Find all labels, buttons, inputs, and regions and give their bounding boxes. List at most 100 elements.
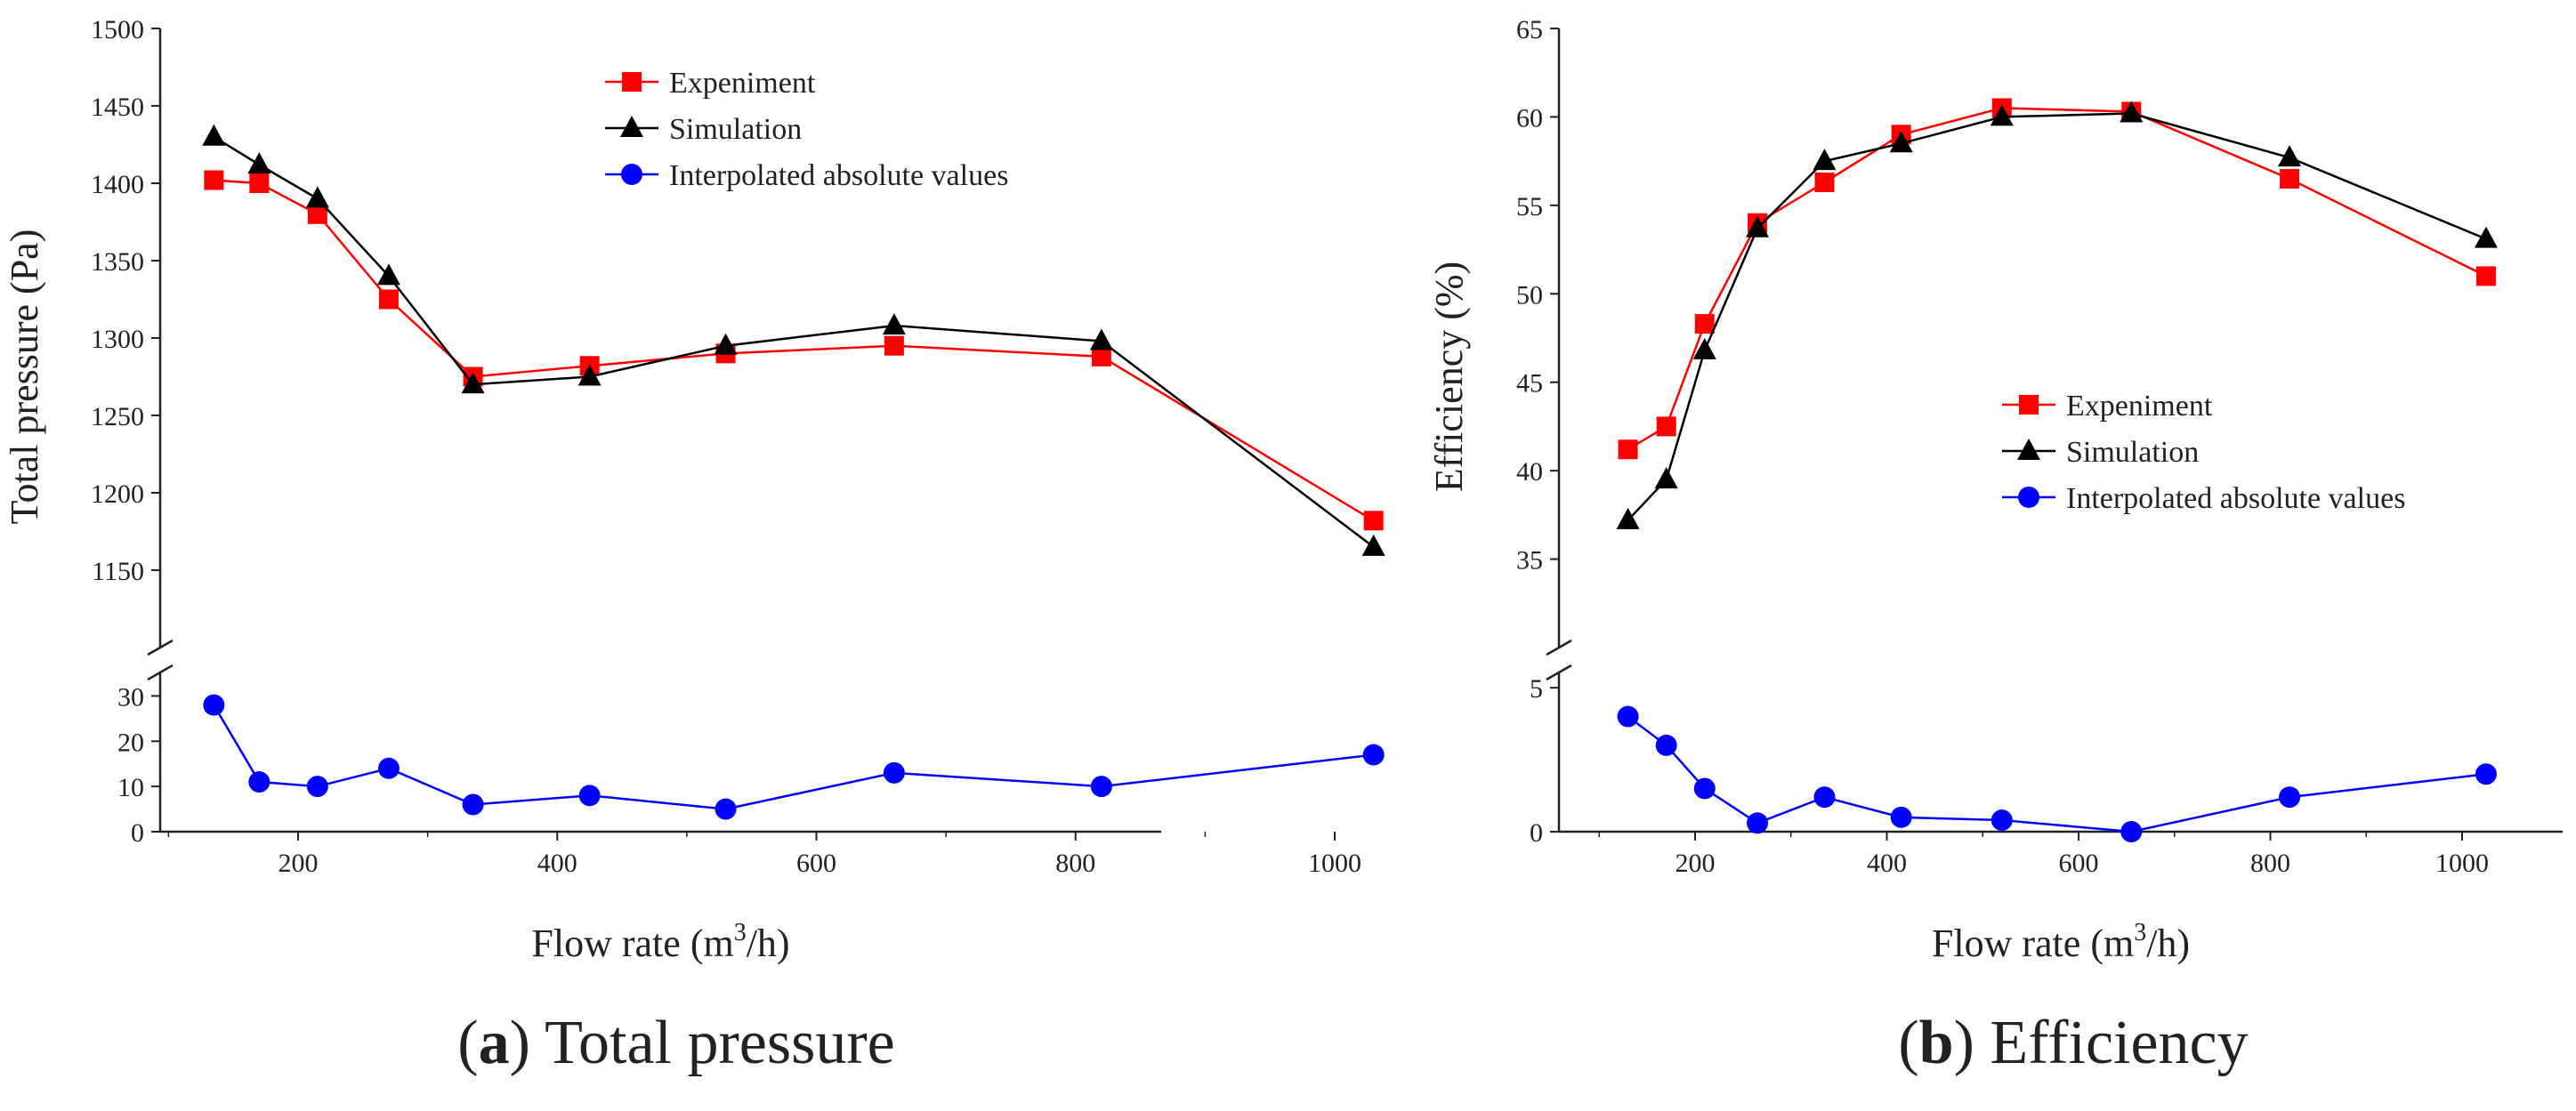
axis-break-mark [1546,664,1572,681]
data-point-triangle [202,124,226,146]
data-point-circle [715,798,737,820]
data-point-square [2280,169,2300,189]
y-tick-label: 5 [1530,674,1543,704]
data-point-square [884,335,904,356]
x-tick-label: 1000 [2435,849,2489,878]
data-point-circle [1693,777,1716,800]
data-point-triangle [1889,131,1913,153]
data-point-circle [1813,786,1836,809]
x-axis-title-sup: 3 [2134,919,2146,946]
x-tick-label: 400 [1867,849,1907,878]
y-tick-label: 35 [1516,546,1543,576]
data-point-triangle [2120,101,2144,123]
data-point-circle [1655,734,1677,756]
caption-a: (a) Total pressure [457,1009,894,1077]
data-point-square [378,289,399,310]
y-axis-title: Total pressure (Pa) [3,229,46,525]
data-point-circle [1747,812,1769,834]
data-point-triangle [1990,104,2014,126]
data-point-circle [462,793,484,816]
data-point-circle [883,761,905,784]
legend-marker [2018,487,2039,508]
data-point-square [2475,266,2496,286]
data-point-triangle [882,313,906,335]
legend-marker [622,72,642,92]
axis-break-mark [1546,639,1572,656]
data-point-square [1814,173,1835,193]
data-point-square [1618,439,1638,460]
data-point-triangle [376,263,400,286]
data-point-circle [1991,809,2013,832]
y-tick-label: 55 [1516,192,1543,221]
data-point-circle [248,771,271,793]
y-tick-label: 60 [1516,103,1543,133]
x-axis-title-part: /h) [2146,922,2190,965]
data-point-circle [203,694,225,716]
legend-label: Expeniment [2066,390,2213,423]
legend-label: Interpolated absolute values [2066,482,2405,515]
y-tick-label: 0 [131,818,144,848]
data-point-triangle [1654,467,1678,489]
legend-label: Expeniment [669,67,816,100]
y-tick-label: 45 [1516,369,1543,399]
x-tick-label: 200 [279,849,319,878]
y-tick-label: 30 [117,682,144,712]
y-tick-label: 40 [1516,457,1543,487]
data-point-circle [377,757,400,779]
data-point-triangle [247,152,271,174]
data-point-triangle [1813,149,1837,171]
legend-label: Simulation [2066,436,2199,469]
series-line-triangle [213,135,1375,548]
y-tick-label: 1150 [92,557,144,586]
axis-break-mark [147,639,174,656]
x-tick-label: 600 [796,849,836,878]
y-tick-label: 20 [117,728,144,757]
y-tick-label: 1300 [91,325,144,354]
data-point-circle [1090,776,1112,798]
series-line-square [214,179,1375,522]
x-tick-label: 800 [1055,849,1095,878]
y-tick-label: 1250 [91,402,144,431]
y-tick-label: 1400 [91,170,144,199]
data-point-square [1694,314,1715,334]
data-point-triangle [2278,145,2302,167]
data-point-circle [1890,806,1912,828]
data-point-circle [578,785,601,807]
y-tick-label: 0 [1530,818,1543,848]
data-point-circle [1617,705,1639,728]
data-point-circle [306,776,328,798]
data-point-triangle [2474,226,2498,248]
series-line-circle [213,704,1374,810]
series-line-square [1627,107,2487,451]
data-point-triangle [1089,328,1113,350]
x-axis-title-sup: 3 [734,919,747,946]
x-axis-title: Flow rate (m3/h) [1932,919,2190,965]
data-point-triangle [1692,337,1716,359]
data-point-triangle [461,372,485,394]
x-tick-label: 400 [537,849,577,878]
data-point-circle [2120,821,2143,842]
x-axis-title-part: Flow rate (m [1932,922,2134,965]
data-point-triangle [1746,215,1770,237]
caption-b: (b) Efficiency [1898,1009,2248,1077]
data-point-triangle [1361,534,1385,556]
y-tick-label: 50 [1516,280,1543,310]
legend-marker [621,164,642,185]
data-point-square [1656,416,1676,437]
data-point-triangle [1616,507,1640,529]
x-tick-label: 600 [2059,849,2099,878]
y-tick-label: 1450 [91,93,144,122]
legend-marker [2017,439,2040,460]
y-axis-title: Efficiency (%) [1427,262,1471,492]
data-point-triangle [305,186,329,208]
data-point-triangle [714,333,738,355]
y-tick-label: 1350 [91,247,144,277]
x-tick-label: 800 [2250,849,2290,878]
data-point-triangle [577,364,602,386]
x-axis-title: Flow rate (m3/h) [531,919,789,965]
data-point-circle [1362,744,1385,766]
x-tick-label: 200 [1676,849,1716,878]
legend-label: Interpolated absolute values [669,159,1008,192]
series-line-circle [1627,715,2487,833]
